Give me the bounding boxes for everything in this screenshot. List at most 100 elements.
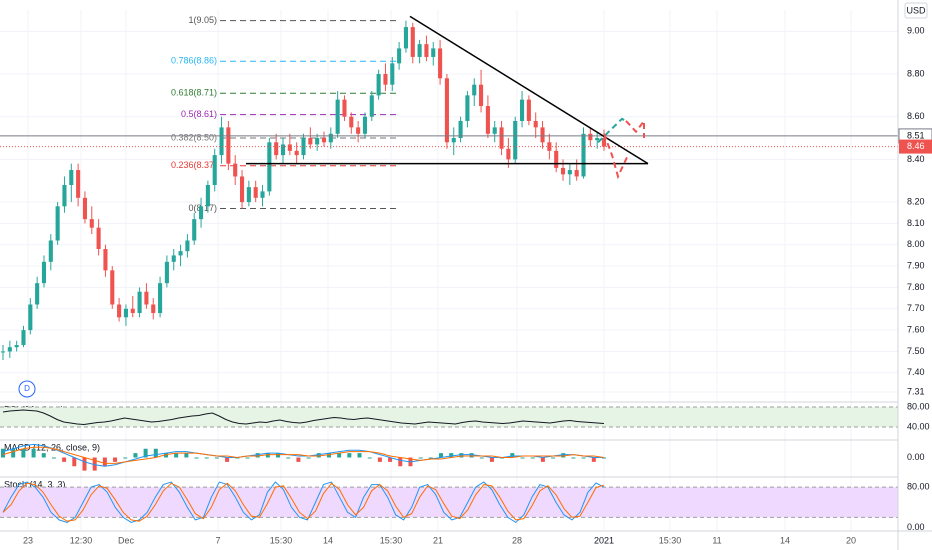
candle-body bbox=[328, 133, 333, 143]
price-tick-label: 7.50 bbox=[907, 346, 925, 356]
pane-label: MACD (12, 26, close, 9) bbox=[4, 442, 100, 452]
candle bbox=[219, 116, 224, 164]
macd-histogram-bar bbox=[418, 457, 423, 459]
candle-body bbox=[403, 27, 408, 49]
dividend-badge-circle[interactable] bbox=[18, 380, 36, 398]
candle-body bbox=[137, 291, 142, 314]
macd-histogram-bar bbox=[11, 448, 16, 458]
candle bbox=[397, 42, 402, 70]
macd-histogram-bar bbox=[163, 453, 168, 458]
candle bbox=[55, 202, 60, 245]
candle-body bbox=[48, 240, 53, 262]
macd-histogram-bar bbox=[459, 453, 464, 458]
candle bbox=[321, 131, 327, 147]
candle-body bbox=[130, 308, 135, 314]
candle-body bbox=[519, 99, 525, 121]
candle bbox=[458, 116, 463, 143]
candle bbox=[526, 95, 531, 126]
time-tick-label: 20 bbox=[846, 535, 856, 545]
candle-body bbox=[424, 44, 429, 57]
macd-histogram-bar bbox=[449, 453, 454, 458]
macd-histogram-bar bbox=[367, 457, 372, 459]
candle bbox=[533, 112, 538, 139]
candle bbox=[376, 69, 381, 100]
candle bbox=[479, 69, 484, 113]
candle-body bbox=[560, 167, 566, 175]
trend-drawings[interactable] bbox=[0, 15, 898, 180]
macd-histogram-bar bbox=[1, 448, 5, 458]
candle-body bbox=[219, 127, 224, 156]
bearish-projection-b[interactable] bbox=[603, 133, 629, 180]
candle-body bbox=[335, 99, 340, 134]
candle-body bbox=[28, 304, 33, 331]
candle bbox=[110, 266, 115, 309]
candle bbox=[403, 20, 408, 53]
candle bbox=[253, 180, 258, 203]
currency-badge[interactable]: USD bbox=[904, 2, 928, 19]
candle-body bbox=[595, 138, 600, 141]
candle bbox=[41, 255, 47, 288]
price-tick-label: 7.90 bbox=[907, 260, 925, 270]
bearish-projection-a[interactable] bbox=[625, 117, 645, 139]
last-price-box bbox=[899, 139, 932, 154]
candle-body bbox=[7, 347, 12, 352]
candle-body bbox=[110, 270, 115, 305]
fibonacci-retracement[interactable]: 1(9.05) 0.786(8.86) 0.618(8.71) 0.5(8.61) 0.… bbox=[171, 15, 400, 213]
candle-body bbox=[164, 261, 169, 284]
price-tick-label: 7.80 bbox=[907, 282, 925, 292]
candle bbox=[513, 116, 518, 164]
rsi-line bbox=[2, 409, 605, 426]
candle-body bbox=[253, 187, 258, 198]
fib-level-label: 0.786(8.86) bbox=[171, 56, 217, 66]
candle-body bbox=[581, 133, 586, 177]
bullish-projection[interactable] bbox=[597, 117, 627, 144]
candle bbox=[601, 129, 607, 151]
time-tick-label: 12:30 bbox=[70, 535, 93, 545]
price-tick-label: 7.31 bbox=[907, 386, 925, 396]
time-tick-label: 28 bbox=[512, 535, 522, 545]
macd-histogram-bar bbox=[388, 457, 393, 462]
candle-body bbox=[103, 249, 108, 271]
candle-body bbox=[185, 240, 190, 252]
candle bbox=[485, 95, 490, 139]
macd-histogram-bar bbox=[337, 453, 342, 458]
candle bbox=[294, 142, 299, 164]
candle bbox=[560, 159, 566, 181]
candle bbox=[28, 298, 33, 335]
candle bbox=[192, 212, 197, 245]
candle bbox=[164, 255, 169, 288]
candle-body bbox=[233, 163, 238, 177]
rsi-band bbox=[0, 407, 898, 427]
candle-body bbox=[321, 138, 327, 143]
candle-body bbox=[178, 251, 183, 256]
stoch-pane: Stoch (14, 3, 3) 80.000.00 bbox=[0, 476, 930, 532]
candle bbox=[465, 91, 470, 128]
currency-box[interactable] bbox=[904, 2, 928, 19]
reference-price-label: 8.51 bbox=[907, 130, 925, 140]
macd-histogram-bar bbox=[377, 457, 382, 462]
pane-tick-label: 0.00 bbox=[907, 522, 925, 532]
fib-level-label: 0.5(8.61) bbox=[181, 109, 217, 119]
candle-body bbox=[362, 116, 368, 134]
candle-body bbox=[369, 95, 374, 117]
pane-tick-label: 0.00 bbox=[907, 452, 925, 462]
descending-trendline[interactable] bbox=[409, 15, 649, 165]
macd-histogram-bar bbox=[520, 457, 525, 459]
dividend-badge[interactable]: D bbox=[18, 380, 36, 398]
candle-body bbox=[171, 255, 176, 262]
candle-body bbox=[151, 304, 156, 314]
fib-level-label: 1(9.05) bbox=[188, 15, 217, 25]
candle bbox=[96, 219, 101, 256]
macd-histogram-bar bbox=[571, 457, 576, 459]
time-tick-label: 15:30 bbox=[659, 535, 682, 545]
macd-histogram-bar bbox=[62, 457, 67, 462]
macd-histogram-bar bbox=[316, 453, 321, 458]
candle bbox=[349, 112, 354, 134]
price-tick-label: 8.80 bbox=[907, 68, 925, 78]
fib-level-label: 0.236(8.37) bbox=[171, 160, 217, 170]
candle bbox=[267, 138, 272, 196]
candle bbox=[308, 127, 313, 149]
macd-histogram-bar bbox=[133, 453, 138, 458]
